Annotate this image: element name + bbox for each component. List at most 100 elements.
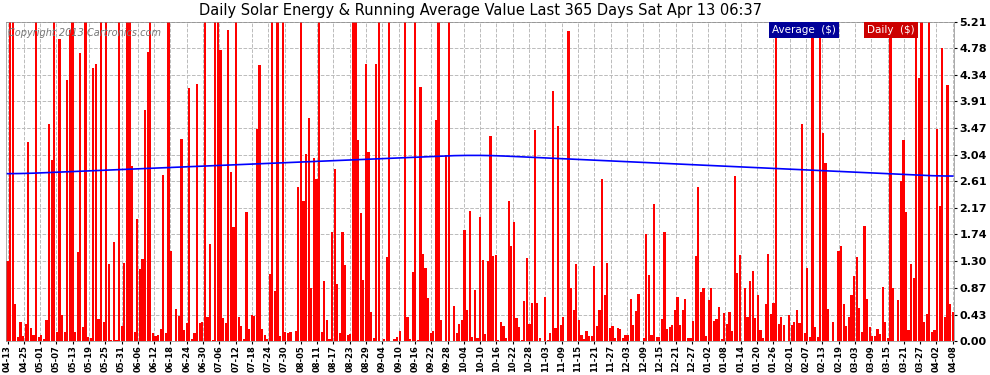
Bar xyxy=(12,22,14,341)
Bar xyxy=(801,124,803,341)
Bar xyxy=(479,217,481,341)
Bar xyxy=(510,246,513,341)
Bar xyxy=(817,338,819,341)
Bar xyxy=(220,50,222,341)
Bar xyxy=(425,267,427,341)
Bar xyxy=(441,320,443,341)
Text: Average  ($): Average ($) xyxy=(772,25,836,35)
Bar xyxy=(63,332,65,341)
Bar xyxy=(723,313,726,341)
Bar xyxy=(447,22,450,341)
Bar xyxy=(199,323,201,341)
Bar xyxy=(137,219,139,341)
Bar xyxy=(339,333,341,341)
Bar xyxy=(863,226,865,341)
Bar xyxy=(660,320,663,341)
Bar xyxy=(27,142,30,341)
Bar xyxy=(833,322,835,341)
Bar xyxy=(575,264,577,341)
Bar xyxy=(663,232,665,341)
Bar xyxy=(929,22,931,341)
Bar xyxy=(420,87,422,341)
Bar xyxy=(329,339,331,341)
Bar xyxy=(74,332,76,341)
Bar xyxy=(827,309,830,341)
Bar xyxy=(934,330,936,341)
Bar xyxy=(378,22,380,341)
Bar xyxy=(84,22,86,341)
Bar xyxy=(30,328,32,341)
Bar xyxy=(546,340,548,341)
Bar xyxy=(227,30,230,341)
Bar xyxy=(185,322,188,341)
Bar xyxy=(601,178,603,341)
Bar xyxy=(214,22,217,341)
Bar xyxy=(516,318,518,341)
Bar xyxy=(539,338,541,341)
Bar xyxy=(593,266,596,341)
Bar xyxy=(17,337,19,341)
Bar xyxy=(326,320,328,341)
Bar xyxy=(630,299,632,341)
Bar xyxy=(55,332,58,341)
Bar xyxy=(170,251,172,341)
Bar xyxy=(793,322,795,341)
Bar xyxy=(337,284,339,341)
Bar xyxy=(770,314,772,341)
Bar xyxy=(881,287,884,341)
Bar xyxy=(435,120,438,341)
Bar xyxy=(734,176,736,341)
Bar xyxy=(668,327,671,341)
Bar xyxy=(684,299,686,341)
Bar xyxy=(531,303,534,341)
Bar xyxy=(129,22,131,341)
Bar xyxy=(679,325,681,341)
Bar xyxy=(895,340,897,341)
Bar xyxy=(559,325,561,341)
Bar xyxy=(939,206,940,341)
Bar xyxy=(591,336,593,341)
Bar xyxy=(95,64,97,341)
Bar xyxy=(217,22,219,341)
Bar xyxy=(266,339,268,341)
Bar xyxy=(567,31,569,341)
Bar xyxy=(14,304,17,341)
Bar xyxy=(879,334,881,341)
Bar xyxy=(321,332,323,341)
Bar xyxy=(367,152,369,341)
Bar xyxy=(201,322,203,341)
Bar xyxy=(289,332,292,341)
Bar xyxy=(474,290,476,341)
Bar xyxy=(225,323,227,341)
Bar xyxy=(676,297,678,341)
Bar xyxy=(481,260,484,341)
Bar xyxy=(178,316,180,341)
Bar xyxy=(383,339,385,341)
Bar xyxy=(274,291,276,341)
Bar xyxy=(121,326,123,341)
Bar xyxy=(627,335,630,341)
Bar xyxy=(578,320,580,341)
Bar xyxy=(609,328,611,341)
Bar xyxy=(253,316,255,341)
Bar xyxy=(604,295,606,341)
Bar xyxy=(487,261,489,341)
Bar xyxy=(6,261,9,341)
Bar xyxy=(534,130,536,341)
Bar xyxy=(825,163,827,341)
Bar xyxy=(268,274,271,341)
Bar xyxy=(908,330,910,341)
Bar xyxy=(430,333,432,341)
Bar xyxy=(58,39,60,341)
Bar xyxy=(209,244,211,341)
Bar xyxy=(310,288,313,341)
Bar xyxy=(926,314,928,341)
Bar xyxy=(557,126,559,341)
Bar xyxy=(466,310,468,341)
Bar xyxy=(372,338,375,341)
Bar xyxy=(809,338,811,341)
Bar xyxy=(845,326,847,341)
Bar xyxy=(76,252,79,341)
Bar xyxy=(713,321,715,341)
Bar xyxy=(351,22,354,341)
